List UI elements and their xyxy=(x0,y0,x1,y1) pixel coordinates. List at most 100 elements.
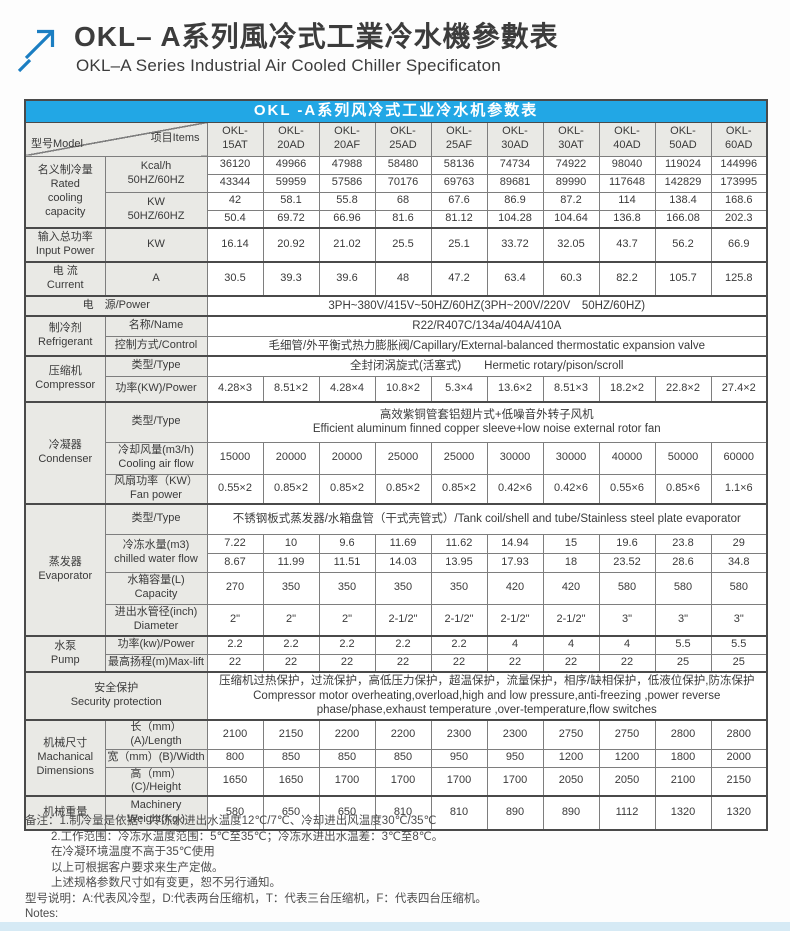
table-row: 蒸发器 Evaporator 类型/Type 不锈钢板式蒸发器/水箱盘管（干式壳管式）… xyxy=(24,503,768,637)
value-cell: 11.62 xyxy=(430,533,488,554)
value-cell: 67.6 xyxy=(430,191,488,211)
value-cell-text: 67.6 xyxy=(448,194,470,207)
value-cell-text: 74734 xyxy=(499,158,531,171)
value-cell-text: 8.51×2 xyxy=(274,381,308,394)
value-cell-text: 2000 xyxy=(726,751,751,764)
value-cell: 22 xyxy=(262,653,320,673)
table-row: 电 源/Power 3PH~380V/415V~50HZ/60HZ(3PH~200… xyxy=(24,295,768,317)
model-header-cell-text: OKL- xyxy=(725,125,752,138)
value-cell: 136.8 xyxy=(598,209,656,229)
value-cell-text: 33.72 xyxy=(501,238,529,251)
value-cell-text: 25.5 xyxy=(392,238,414,251)
value-cell-text: 2750 xyxy=(614,727,640,740)
table-row: 机械尺寸 Machanical Dimensions 长（mm）(A)/Length 2… xyxy=(24,719,768,797)
value-cell: 22 xyxy=(430,653,488,673)
span-value-cell-text: Efficient aluminum finned copper sleeve+… xyxy=(312,423,661,436)
value-cell-text: 2.2 xyxy=(339,638,355,651)
model-header-cell-text: 15AT xyxy=(222,139,248,151)
model-header-cell-text: 50AD xyxy=(669,139,697,151)
value-cell: 3" xyxy=(710,603,768,637)
value-cell-text: 4.28×3 xyxy=(218,381,252,394)
value-cell: 2100 xyxy=(206,719,264,750)
value-cell-text: 30000 xyxy=(499,451,531,464)
group-label-cell-text: capacity xyxy=(45,205,86,218)
value-cell-text: 32.05 xyxy=(557,238,585,251)
value-cell: 166.08 xyxy=(654,209,712,229)
group-label-cell: 电 流 Current xyxy=(24,261,106,297)
value-cell-text: 23.8 xyxy=(672,536,694,549)
span-value-cell-text: R22/R407C/134a/404A/410A xyxy=(412,320,562,333)
value-cell-text: 350 xyxy=(393,581,413,594)
item-label-cell-text: 控制方式/Control xyxy=(114,338,198,351)
table-row: 冷冻水量(m3) chilled water flow 7.22 10 9.6 11.69… xyxy=(25,533,768,573)
item-label-cell-text: 50HZ/60HZ xyxy=(127,209,185,222)
value-cell-text: 420 xyxy=(505,581,525,594)
item-label-cell: 进出水管径(inch) Diameter xyxy=(104,603,208,637)
value-cell-text: 22 xyxy=(452,655,466,668)
value-cell-text: 43.7 xyxy=(616,238,638,251)
value-cell: 25 xyxy=(654,653,712,673)
value-cell: 350 xyxy=(374,571,432,605)
group-label-cell-text: Machanical xyxy=(37,751,94,764)
value-cell-text: 114 xyxy=(618,194,636,207)
value-cell: 48 xyxy=(374,261,432,297)
value-cell-text: 87.2 xyxy=(560,194,582,207)
model-header-cell: OKL- 30AD xyxy=(486,121,544,157)
value-cell: 1320 xyxy=(710,795,768,831)
item-label-cell-text: 高（mm）(C)/Height xyxy=(130,767,182,794)
value-cell-text: 22 xyxy=(620,655,634,668)
value-cell: 420 xyxy=(542,571,600,605)
span-value-cell-text: 全封闭涡旋式(活塞式) Hermetic rotary/pison/scroll xyxy=(350,360,624,373)
value-cell: 70176 xyxy=(374,173,432,193)
group-label-cell: 输入总功率 Input Power xyxy=(24,227,106,263)
value-cell: 74734 xyxy=(486,155,544,175)
value-cell-text: 25 xyxy=(732,655,745,668)
value-cell: 580 xyxy=(598,571,656,605)
table-row: 宽（mm）(B)/Width 800 850 850 850 950 950 1200 1200… xyxy=(25,748,768,768)
value-cell: 2.2 xyxy=(318,635,376,655)
value-cell-text: 168.6 xyxy=(724,194,753,207)
value-cell: 1200 xyxy=(542,748,600,768)
value-cell: 11.69 xyxy=(374,533,432,554)
table-row: 输入总功率 Input Power KW 16.14 20.92 21.02 25.5 25.… xyxy=(24,227,768,263)
value-cell: 2" xyxy=(262,603,320,637)
value-cell: 890 xyxy=(542,795,600,831)
value-cell-text: 1700 xyxy=(446,774,472,787)
value-cell-text: 173995 xyxy=(720,176,758,189)
value-cell-text: 104.28 xyxy=(498,211,532,224)
value-cell: 4 xyxy=(542,635,600,655)
value-cell: 43.7 xyxy=(598,227,656,263)
value-cell: 580 xyxy=(654,571,712,605)
group-label-cell-text: Rated xyxy=(50,178,80,190)
value-cell: 89681 xyxy=(486,173,544,193)
value-cell: 15000 xyxy=(206,441,264,475)
value-cell: 580 xyxy=(710,571,768,605)
value-cell-text: 0.55×6 xyxy=(610,481,644,494)
item-label-cell-text: 功率(kw)/Power xyxy=(117,638,195,651)
value-cell: 39.3 xyxy=(262,261,320,297)
model-header-cell-text: 30AD xyxy=(501,139,529,151)
value-cell-text: 11.69 xyxy=(389,536,417,549)
item-label-cell: 高（mm）(C)/Height xyxy=(104,766,208,797)
group-label-cell-text: 机械尺寸 xyxy=(43,737,88,750)
value-cell: 69.72 xyxy=(262,209,320,229)
group-label-cell-text: Current xyxy=(46,279,84,291)
value-cell-text: 8.51×3 xyxy=(554,381,588,394)
value-cell: 0.85×6 xyxy=(654,473,712,505)
value-cell-text: 50000 xyxy=(667,451,699,464)
value-cell-text: 2" xyxy=(341,612,353,625)
value-cell: 350 xyxy=(318,571,376,605)
table-row: 最高扬程(m)Max-lift 22 22 22 22 22 22 22 22 25 25 xyxy=(25,653,768,673)
model-header-cell: OKL- 50AD xyxy=(654,121,712,157)
group-label-cell-text: 水泵 xyxy=(54,640,77,653)
item-label-cell-text: 宽（mm）(B)/Width xyxy=(107,751,205,764)
item-label-cell-text: Fan power xyxy=(130,488,182,501)
model-header-cell-text: OKL- xyxy=(558,125,584,138)
value-cell: 810 xyxy=(374,795,432,831)
value-cell-text: 119024 xyxy=(665,158,701,171)
note-line: 上述规格参数尺寸如有变更，恕不另行通知。 xyxy=(51,877,281,889)
model-header-cell: OKL- 20AF xyxy=(318,121,376,157)
value-cell: 1800 xyxy=(654,748,712,768)
table-row: 高（mm）(C)/Height 1650 1650 1700 1700 1700 1700 2… xyxy=(25,766,768,797)
table-row: 50.4 69.72 66.96 81.6 81.12 104.28 104.64 136.8… xyxy=(25,209,768,229)
